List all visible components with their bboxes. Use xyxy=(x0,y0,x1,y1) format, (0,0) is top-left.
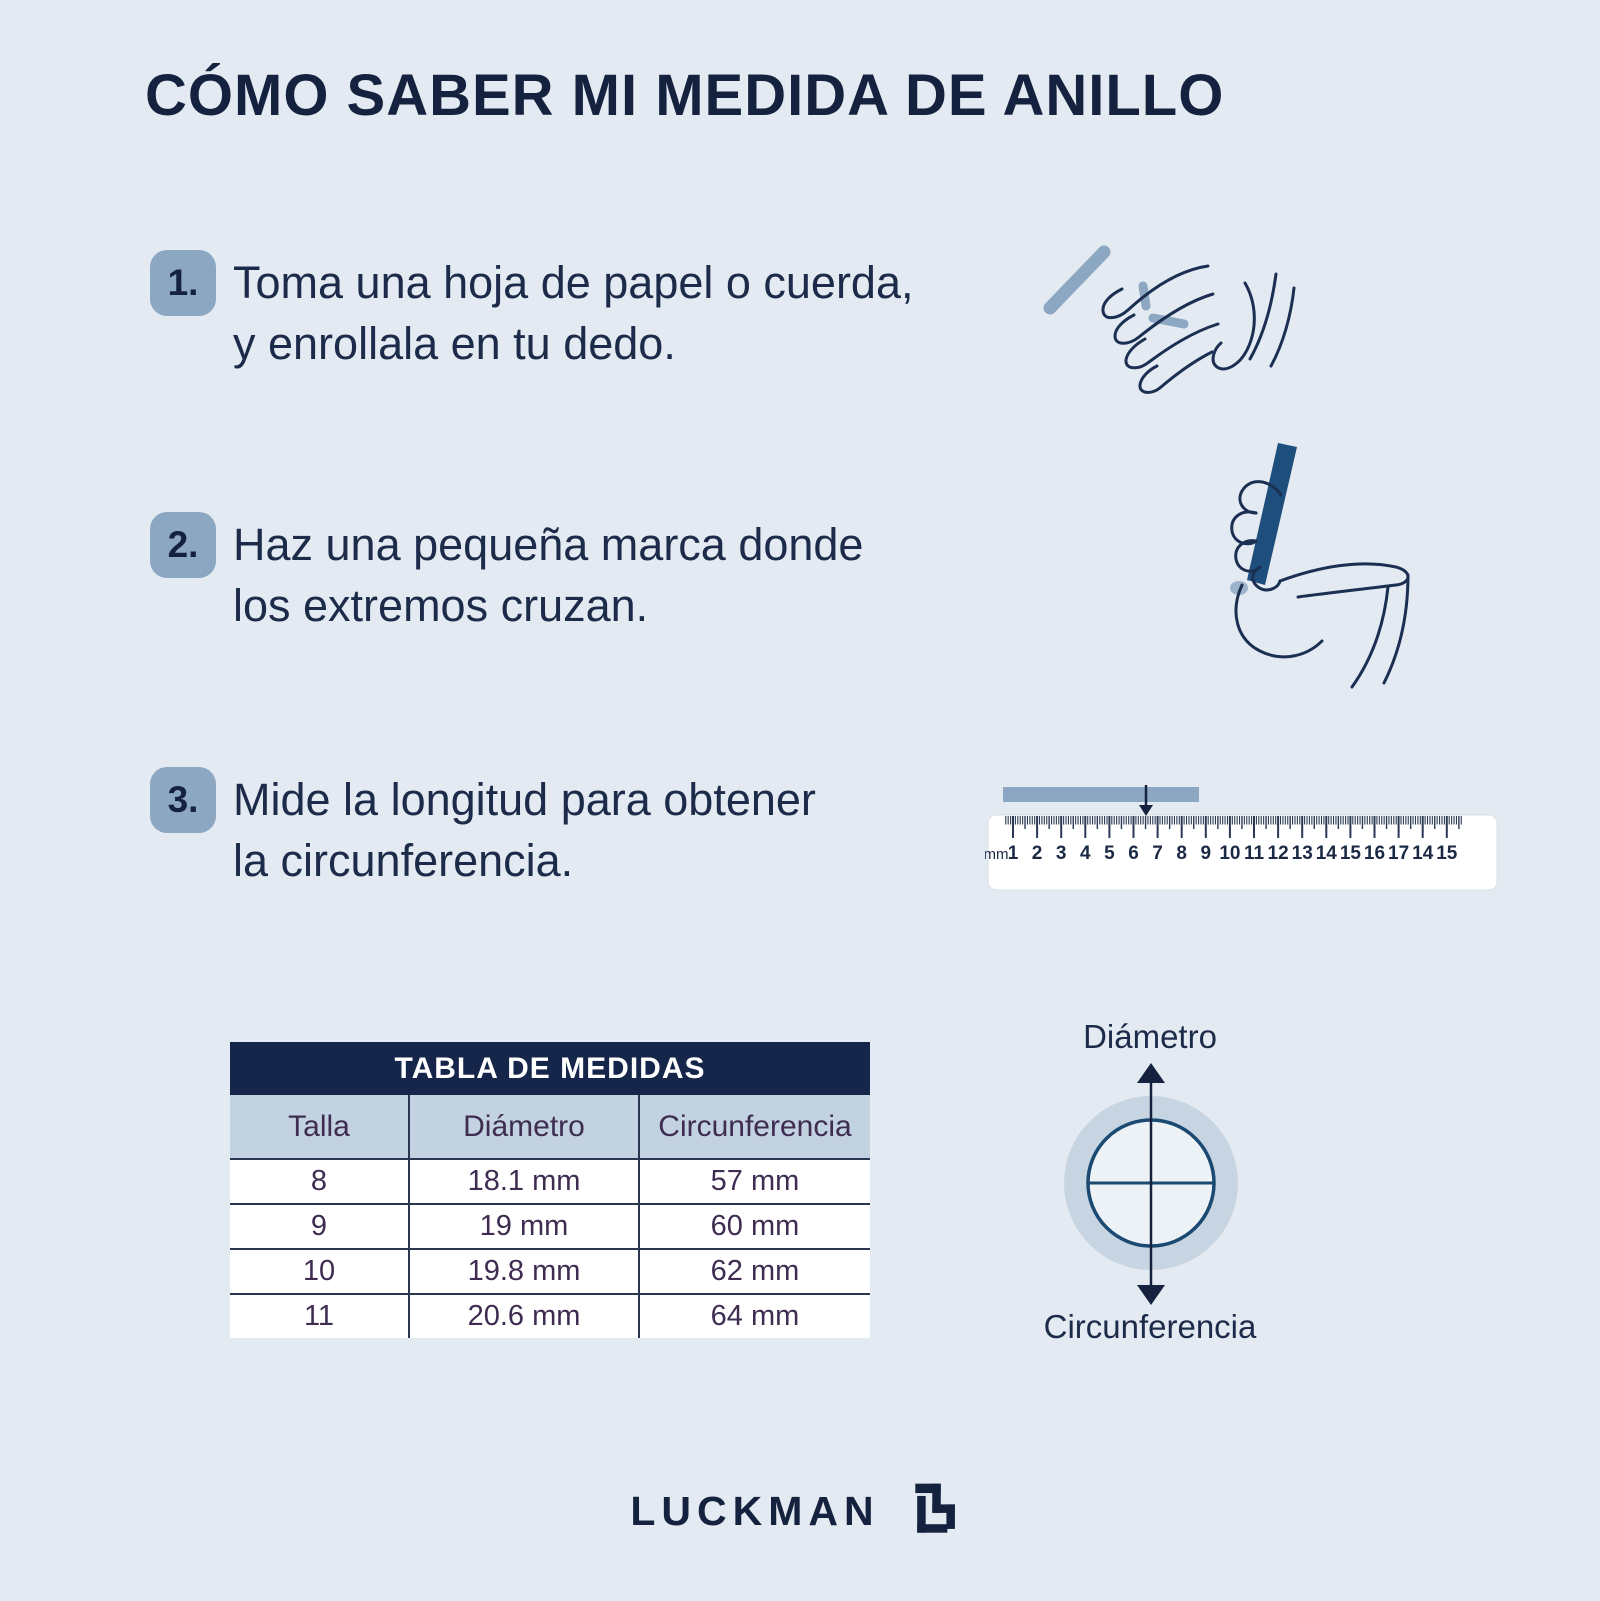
hand-marking-with-pen-icon xyxy=(1230,443,1410,689)
ruler-icon: mm 1 2 3 4 5 6 7 8 9 10 11 12 13 14 15 16 17 14 15 xyxy=(985,785,1498,891)
footer: LUCKMAN xyxy=(0,1478,1600,1544)
table-cell: 18.1 mm xyxy=(410,1160,640,1203)
ruler-number: 15 xyxy=(1436,843,1458,864)
table-cell: 19 mm xyxy=(410,1205,640,1248)
table-cell: 20.6 mm xyxy=(410,1295,640,1338)
ruler-number: 6 xyxy=(1128,843,1139,864)
arrow-up-head xyxy=(1137,1063,1165,1083)
step-1-line-2: y enrollala en tu dedo. xyxy=(233,318,676,369)
ruler-number: 5 xyxy=(1104,843,1115,864)
step-3-text: Mide la longitud para obtener la circunf… xyxy=(233,769,816,891)
step-2-line-2: los extremos cruzan. xyxy=(233,580,649,631)
ruler-number: 8 xyxy=(1176,843,1187,864)
step-1-number: 1. xyxy=(167,262,199,303)
ruler-number: 7 xyxy=(1152,843,1163,864)
ruler-number: 14 xyxy=(1316,843,1338,864)
step-2-number-badge: 2. xyxy=(150,512,216,578)
ruler-number: 2 xyxy=(1032,843,1043,864)
table-cell: 11 xyxy=(230,1295,410,1338)
step-2-number: 2. xyxy=(167,524,199,565)
step-3-line-1: Mide la longitud para obtener xyxy=(233,774,816,825)
column-header: Talla xyxy=(230,1095,410,1158)
ruler-number: 12 xyxy=(1268,843,1289,864)
table-cell: 10 xyxy=(230,1250,410,1293)
step-3-number: 3. xyxy=(167,779,199,820)
ruler-number: 13 xyxy=(1292,843,1313,864)
size-table: TABLA DE MEDIDAS Talla Diámetro Circunfere… xyxy=(230,1042,870,1338)
step-1-line-1: Toma una hoja de papel o cuerda, xyxy=(233,257,914,308)
table-cell: 57 mm xyxy=(710,1165,800,1197)
ruler-number: 1 xyxy=(1008,843,1019,864)
step-2-text: Haz una pequeña marca donde los extremos… xyxy=(233,514,863,636)
diameter-label: Diámetro xyxy=(1083,1018,1217,1055)
step-2-line-1: Haz una pequeña marca donde xyxy=(233,519,864,570)
page-title: CÓMO SABER MI MEDIDA DE ANILLO xyxy=(145,63,1225,128)
ruler-number: 17 xyxy=(1388,843,1409,864)
ruler-number: 15 xyxy=(1340,843,1362,864)
brand-name: LUCKMAN xyxy=(630,1487,880,1534)
table-cell: 62 mm xyxy=(710,1255,800,1287)
table-row: 11 20.6 mm 64 mm xyxy=(230,1293,870,1338)
ruler-number: 10 xyxy=(1219,843,1240,864)
table-title: TABLA DE MEDIDAS xyxy=(230,1042,870,1095)
ruler-number: 16 xyxy=(1364,843,1385,864)
table-row: 10 19.8 mm 62 mm xyxy=(230,1248,870,1293)
ruler-unit-label: mm xyxy=(985,846,1009,863)
ruler-numbers: 1 2 3 4 5 6 7 8 9 10 11 12 13 14 15 16 17 14 15 xyxy=(1008,843,1458,864)
arrow-down-head xyxy=(1137,1285,1165,1305)
luckman-logo-icon xyxy=(914,1483,955,1533)
hand-with-string-icon xyxy=(1043,245,1296,394)
step-1-number-badge: 1. xyxy=(150,250,216,316)
table-body: 8 18.1 mm 57 mm 9 19 mm 60 mm 10 19.8 mm 62 mm 11… xyxy=(230,1158,870,1338)
ruler-number: 9 xyxy=(1201,843,1212,864)
step-3-line-2: la circunferencia. xyxy=(233,835,574,886)
paper-strip xyxy=(1003,787,1199,802)
ring-diagram-icon xyxy=(1064,1063,1238,1305)
table-row: 8 18.1 mm 57 mm xyxy=(230,1158,870,1203)
table-cell: 60 mm xyxy=(710,1210,800,1242)
column-header: Circunferencia xyxy=(658,1109,852,1143)
step-1-text: Toma una hoja de papel o cuerda, y enrol… xyxy=(233,252,914,374)
column-header: Diámetro xyxy=(410,1095,640,1158)
table-cell: 9 xyxy=(230,1205,410,1248)
ruler-number: 3 xyxy=(1056,843,1067,864)
ruler-number: 4 xyxy=(1080,843,1091,864)
circumference-label: Circunferencia xyxy=(1043,1308,1257,1345)
mark-arrow-head xyxy=(1139,805,1153,816)
table-cell: 64 mm xyxy=(710,1300,800,1332)
ruler-body xyxy=(987,814,1498,891)
ruler-number: 14 xyxy=(1412,843,1434,864)
step-3-number-badge: 3. xyxy=(150,767,216,833)
table-cell: 19.8 mm xyxy=(410,1250,640,1293)
table-row: 9 19 mm 60 mm xyxy=(230,1203,870,1248)
table-cell: 8 xyxy=(230,1160,410,1203)
table-header-row: Talla Diámetro Circunferencia xyxy=(230,1095,870,1158)
ruler-ticks xyxy=(1005,816,1462,838)
ruler-number: 11 xyxy=(1244,843,1265,864)
